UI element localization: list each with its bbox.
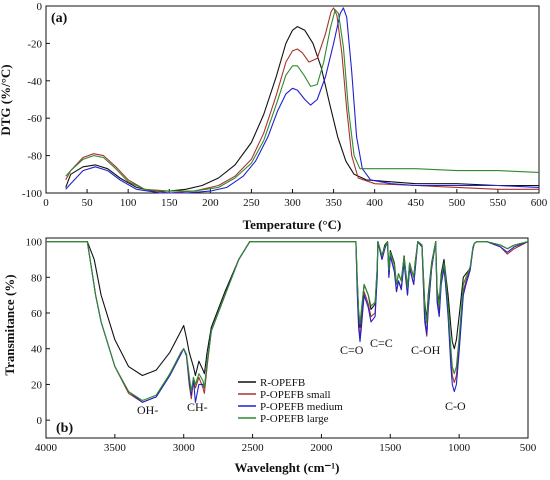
panel-b-x-tick-label-3500: 3500 (104, 442, 127, 454)
annotation-c-oh: C-OH (411, 343, 441, 357)
panel-a-x-ticks: 0 50 100 150 200 250 300 350 400 450 500 550 600 (43, 189, 548, 209)
panel-a-x-tick-label-200: 200 (202, 197, 219, 209)
panel-b-y-ticks: 0 20 40 60 80 100 (26, 237, 50, 427)
legend-label-p-opefb-large: P-OPEFB large (260, 413, 329, 425)
panel-b: 4000 3500 3000 2500 2000 1500 1000 500 0 20 40 60 8… (2, 237, 537, 475)
panel-a-x-tick-label-500: 500 (449, 197, 466, 209)
panel-a-series (65, 7, 540, 194)
panel-a-y-ticks: -100 -80 -60 -40 -20 0 (22, 1, 50, 200)
panel-a-frame (45, 5, 540, 194)
panel-b-y-tick-label-60: 60 (31, 308, 43, 320)
panel-b-frame (45, 237, 529, 439)
panel-b-series-line-p-opefb-medium (46, 241, 529, 403)
panel-b-x-axis-title: Wavelenght (cm⁻¹) (235, 460, 340, 475)
annotation-ch: CH- (187, 400, 208, 414)
panel-a-label: (a) (51, 11, 68, 26)
panel-b-x-tick-label-2000: 2000 (310, 442, 333, 454)
panel-a: 0 50 100 150 200 250 300 350 400 450 500 550 600 -10… (0, 1, 548, 232)
annotation-c-o: C-O (445, 399, 466, 413)
panel-b-y-tick-label-80: 80 (31, 272, 43, 284)
panel-a-x-tick-label-50: 50 (82, 197, 94, 209)
panel-b-x-tick-label-2500: 2500 (242, 442, 265, 454)
panel-a-x-tick-label-400: 400 (366, 197, 383, 209)
panel-a-series-line-2 (65, 7, 539, 194)
panel-b-x-tick-label-3000: 3000 (173, 442, 196, 454)
panel-b-x-tick-label-1000: 1000 (448, 442, 471, 454)
legend-label-p-opefb-small: P-OPEFB small (260, 389, 331, 401)
panel-a-x-tick-label-100: 100 (120, 197, 137, 209)
panel-b-series-line-r-opefb (46, 241, 529, 377)
panel-a-y-tick-label-80: -80 (27, 151, 42, 163)
panel-a-x-tick-label-0: 0 (43, 197, 49, 209)
panel-a-x-tick-label-600: 600 (531, 197, 548, 209)
annotation-c-eq-c: C=C (370, 336, 393, 350)
panel-a-x-tick-label-350: 350 (325, 197, 342, 209)
panel-a-y-tick-label-0: 0 (37, 1, 43, 13)
panel-a-y-tick-label-20: -20 (27, 38, 42, 50)
annotation-c-eq-o: C=O (340, 343, 364, 357)
panel-b-label: (b) (56, 421, 73, 436)
panel-a-x-tick-label-250: 250 (243, 197, 260, 209)
panel-a-x-tick-label-450: 450 (408, 197, 425, 209)
panel-a-x-tick-label-150: 150 (161, 197, 178, 209)
panel-b-x-tick-label-4000: 4000 (35, 442, 58, 454)
panel-b-x-tick-label-500: 500 (520, 442, 537, 454)
panel-a-series-line-3 (65, 7, 540, 194)
panel-a-x-tick-label-300: 300 (284, 197, 301, 209)
panel-a-y-tick-label-60: -60 (27, 113, 42, 125)
panel-a-y-tick-label-40: -40 (27, 76, 42, 88)
annotation-oh: OH- (137, 403, 158, 417)
panel-b-y-tick-label-0: 0 (37, 415, 43, 427)
panel-a-x-axis-title: Temperature (°C) (243, 217, 342, 232)
panel-b-series-line-p-opefb-large (46, 241, 529, 402)
panel-b-y-tick-label-40: 40 (31, 344, 43, 356)
panel-a-y-tick-label-100: -100 (22, 188, 43, 200)
panel-a-series-line-4 (65, 9, 540, 192)
panel-b-y-tick-label-100: 100 (26, 237, 43, 249)
panel-b-y-tick-label-20: 20 (31, 379, 43, 391)
panel-a-y-axis-title: DTG (%/°C) (0, 64, 13, 135)
legend-label-r-opefb: R-OPEFB (260, 377, 305, 389)
panel-a-x-tick-label-550: 550 (490, 197, 507, 209)
panel-b-y-axis-title: Transmitance (%) (2, 274, 17, 375)
panel-b-x-tick-label-1500: 1500 (379, 442, 402, 454)
panel-b-x-ticks: 4000 3500 3000 2500 2000 1500 1000 500 (35, 434, 537, 454)
panel-a-series-line-1 (65, 26, 539, 192)
legend-label-p-opefb-medium: P-OPEFB medium (260, 401, 343, 413)
panel-b-series (46, 241, 529, 403)
